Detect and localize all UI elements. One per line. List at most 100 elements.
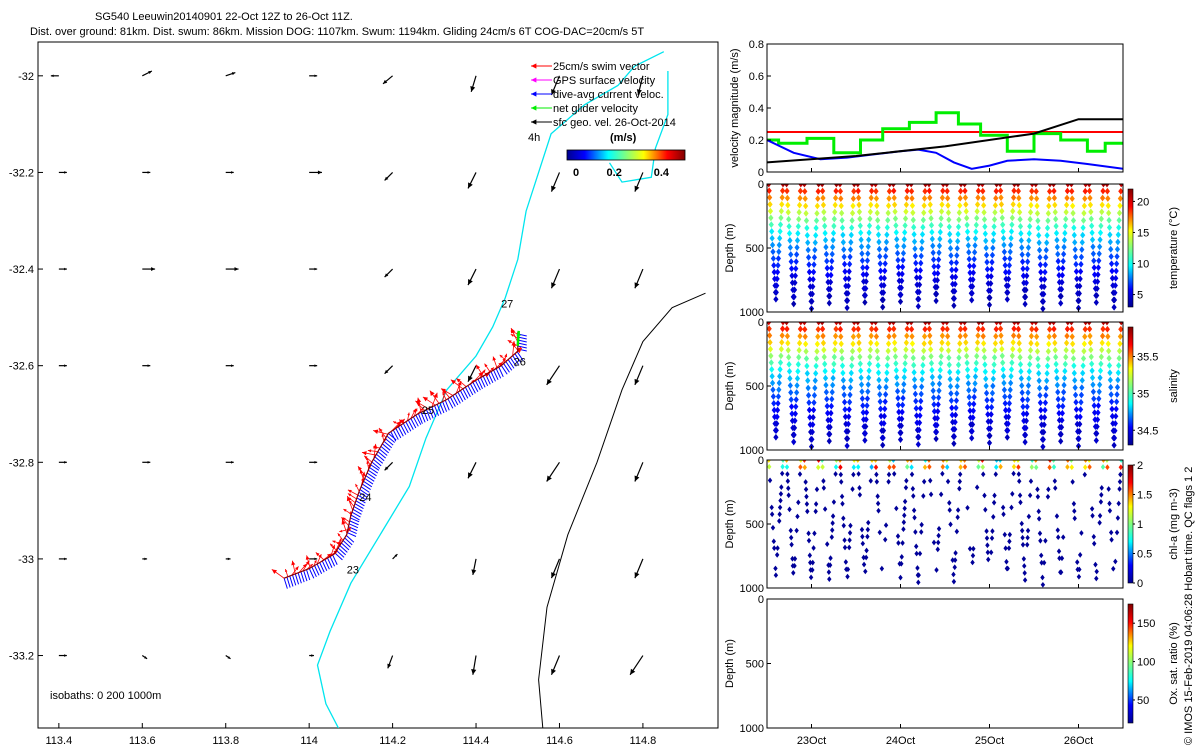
profile-sample (975, 339, 980, 346)
profile-sample (821, 478, 825, 484)
profile-sample (858, 222, 863, 229)
profile-sample (778, 498, 782, 504)
profile-sample (1040, 305, 1045, 312)
profile-sample (945, 188, 950, 195)
profile-sample (1063, 223, 1068, 230)
profile-sample (857, 346, 862, 353)
profile-sample (1047, 333, 1052, 340)
profile-sample (805, 501, 809, 507)
profile-sample (777, 373, 782, 380)
profile-sample (956, 354, 961, 361)
colorbar-tick-label: 1.5 (1137, 490, 1152, 502)
profile-sample (971, 269, 976, 276)
profile-sample (892, 464, 896, 470)
profile-sample (1028, 347, 1033, 354)
profile-sample (1082, 203, 1087, 210)
profile-sample (848, 239, 853, 246)
profile-sample (796, 223, 801, 230)
profile-sample (972, 249, 977, 256)
profile-sample (983, 507, 987, 513)
profile-sample (785, 340, 790, 347)
profile-sample (828, 410, 833, 417)
profile-sample (1112, 304, 1117, 311)
profile-sample (983, 368, 988, 375)
profile-sample (787, 368, 792, 375)
profile-sample (911, 224, 916, 231)
profile-sample (1100, 326, 1105, 333)
profile-sample (1060, 410, 1065, 417)
profile-sample (957, 347, 962, 354)
profile-sample (823, 506, 827, 512)
profile-sample (1017, 216, 1022, 223)
profile-sample (975, 346, 980, 353)
profile-sample (1025, 542, 1029, 548)
profile-sample (1061, 396, 1066, 403)
colorbar-tick-label: 0.2 (607, 167, 622, 179)
profile-sample (869, 326, 874, 333)
profile-sample (1018, 500, 1022, 506)
profile-sample (975, 194, 980, 201)
profile-sample (971, 407, 976, 414)
profile-sample (814, 363, 819, 370)
profile-sample (796, 361, 801, 368)
profile-sample (999, 346, 1004, 353)
profile-sample (882, 406, 887, 413)
profile-sample (939, 208, 944, 215)
profile-sample (1099, 209, 1104, 216)
profile-sample (839, 217, 844, 224)
profile-sample (1112, 297, 1117, 304)
profile-sample (958, 464, 962, 470)
profile-sample (1100, 333, 1105, 340)
profile-sample (958, 333, 963, 340)
dac-vector (335, 553, 343, 560)
profile-sample (954, 390, 959, 397)
profile-sample (1040, 443, 1045, 450)
dac-vector (373, 459, 381, 465)
profile-sample (884, 522, 888, 528)
profile-sample (809, 436, 814, 443)
profile-sample (1043, 538, 1047, 544)
profile-sample (1028, 216, 1033, 223)
profile-sample (860, 527, 864, 533)
colorbar-tick-label: 35 (1137, 388, 1149, 400)
profile-sample (811, 276, 816, 283)
profile-sample (803, 348, 808, 355)
profile-sample (934, 435, 939, 442)
profile-sample (912, 383, 917, 390)
profile-sample (1018, 368, 1023, 375)
profile-sample (824, 251, 829, 258)
profile-sample (973, 235, 978, 242)
profile-sample (774, 289, 779, 296)
profile-sample (803, 341, 808, 348)
profile-sample (1107, 362, 1112, 369)
profile-sample (1022, 570, 1026, 576)
profile-sample (1002, 386, 1007, 393)
geo-velocity-arrow (309, 558, 317, 561)
profile-sample (776, 255, 781, 262)
profile-sample (774, 572, 778, 578)
profile-sample (866, 527, 870, 533)
profile-sample (833, 333, 838, 340)
profile-sample (905, 464, 909, 470)
profile-sample (864, 264, 869, 271)
profile-sample (905, 326, 910, 333)
profile-sample (922, 195, 927, 202)
profile-sample (769, 359, 774, 366)
profile-sample (842, 537, 846, 543)
profile-sample (971, 546, 975, 552)
profile-sample (864, 271, 869, 278)
profile-sample (786, 492, 790, 498)
profile-sample (952, 433, 957, 440)
profile-sample (991, 230, 996, 237)
colorbar-tick-label: 0 (573, 167, 579, 179)
profile-sample (1078, 275, 1083, 282)
profile-sample (883, 398, 888, 405)
profile-sample (1079, 246, 1084, 253)
profile-sample (1023, 432, 1028, 439)
panel-y-tick-label: 0.4 (749, 103, 764, 115)
profile-sample (1027, 361, 1032, 368)
profile-sample (1017, 202, 1022, 209)
profile-sample (920, 362, 925, 369)
